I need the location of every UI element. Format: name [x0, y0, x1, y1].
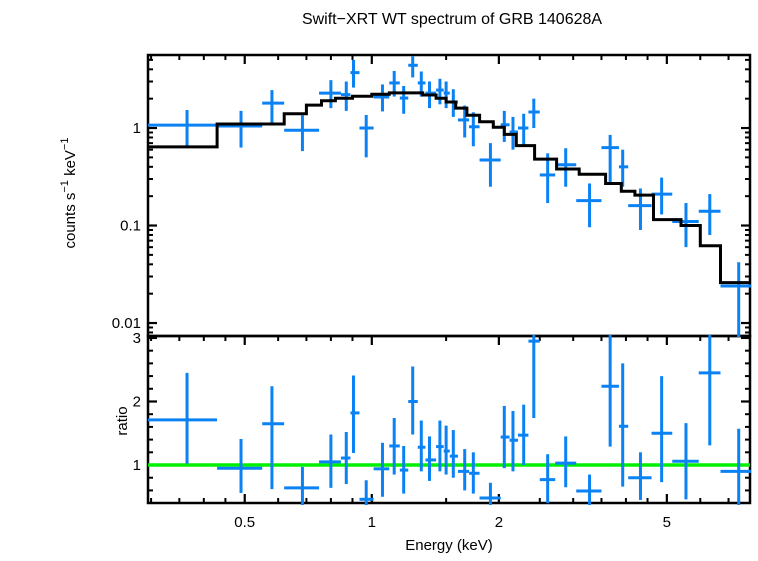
- x-axis-label: Energy (keV): [405, 537, 493, 554]
- ratio-point: [408, 366, 418, 435]
- ratio-data-points: [148, 335, 751, 506]
- spectrum-point: [148, 110, 218, 147]
- ratio-point: [457, 449, 470, 491]
- spectrum-point: [436, 78, 444, 105]
- spectrum-point: [217, 110, 263, 148]
- ratio-point: [340, 431, 351, 485]
- spectrum-point: [698, 194, 721, 235]
- ratio-point: [389, 418, 400, 475]
- ratio-point: [399, 445, 409, 494]
- ratio-point: [443, 425, 450, 475]
- ratio-point: [359, 480, 374, 506]
- x-tick-label: 0.5: [234, 514, 255, 531]
- ratio-point: [720, 428, 751, 506]
- figure-title: Swift−XRT WT spectrum of GRB 140628A: [302, 11, 602, 28]
- y-top-tick-label: 0.01: [112, 315, 141, 332]
- ratio-point: [373, 442, 390, 497]
- spectrum-point: [601, 134, 619, 182]
- y-axis-label-ratio: ratio: [114, 406, 131, 435]
- ratio-point: [469, 452, 480, 494]
- spectrum-point: [651, 177, 673, 215]
- ratio-point: [672, 423, 699, 500]
- spectrum-data-points: [148, 56, 751, 337]
- panel-frames: [146, 53, 752, 505]
- ratio-point: [509, 411, 518, 472]
- tick-labels: 0.5 1 2 5 0.01 0.1 1 1 2 3: [112, 120, 671, 531]
- ratio-point: [500, 405, 510, 469]
- spectrum-point: [319, 80, 341, 109]
- ratio-point: [539, 454, 556, 504]
- spectrum-point: [576, 183, 602, 228]
- spectrum-point: [399, 85, 409, 114]
- ratio-point: [425, 436, 437, 481]
- spectrum-point: [359, 115, 374, 158]
- model-step-line: [148, 91, 751, 285]
- ratio-point: [417, 420, 426, 472]
- x-tick-label: 1: [368, 514, 376, 531]
- ratio-point: [555, 436, 577, 488]
- ratio-point: [528, 335, 540, 419]
- spectrum-point: [373, 84, 390, 112]
- y-top-tick-label: 1: [133, 120, 141, 137]
- ratio-point: [517, 404, 529, 466]
- spectrum-point: [340, 81, 351, 111]
- spectrum-point: [517, 113, 529, 147]
- spectrum-point: [443, 81, 450, 109]
- ratio-point: [319, 434, 341, 488]
- ratio-point: [651, 376, 673, 483]
- ratio-panel-frame: [146, 334, 752, 505]
- ratio-point: [217, 438, 263, 493]
- spectrum-point: [539, 153, 556, 204]
- ratio-point: [576, 474, 602, 506]
- ratio-point: [284, 466, 320, 506]
- axis-ticks: [148, 55, 750, 503]
- ratio-point: [148, 372, 218, 464]
- model-path: [148, 91, 751, 285]
- y-bottom-tick-label: 1: [133, 457, 141, 474]
- spectrum-point: [618, 149, 629, 187]
- ratio-point: [436, 420, 444, 472]
- ratio-point: [698, 335, 721, 446]
- y-axis-label-counts: counts s−1 keV−1: [59, 138, 79, 249]
- ratio-point: [350, 375, 360, 453]
- x-tick-label: 5: [663, 514, 671, 531]
- y-bottom-tick-label: 2: [133, 393, 141, 410]
- ratio-point: [601, 335, 619, 447]
- ratio-point: [479, 482, 501, 506]
- spectrum-point: [457, 105, 470, 138]
- spectrum-point: [555, 148, 577, 187]
- spectrum-point: [350, 59, 360, 88]
- ratio-point: [262, 386, 285, 490]
- spectrum-point: [479, 143, 501, 187]
- spectrum-point: [469, 112, 480, 147]
- spectrum-point: [408, 56, 418, 78]
- y-top-tick-label: 0.1: [120, 218, 141, 235]
- x-tick-label: 2: [495, 514, 503, 531]
- ratio-point: [618, 363, 629, 487]
- ratio-point: [628, 452, 652, 500]
- y-bottom-tick-label: 3: [133, 330, 141, 347]
- spectrum-point: [528, 98, 540, 129]
- spectrum-point: [262, 90, 285, 124]
- spectrum-point: [284, 115, 320, 152]
- spectrum-point: [720, 262, 751, 337]
- ratio-point: [449, 430, 458, 478]
